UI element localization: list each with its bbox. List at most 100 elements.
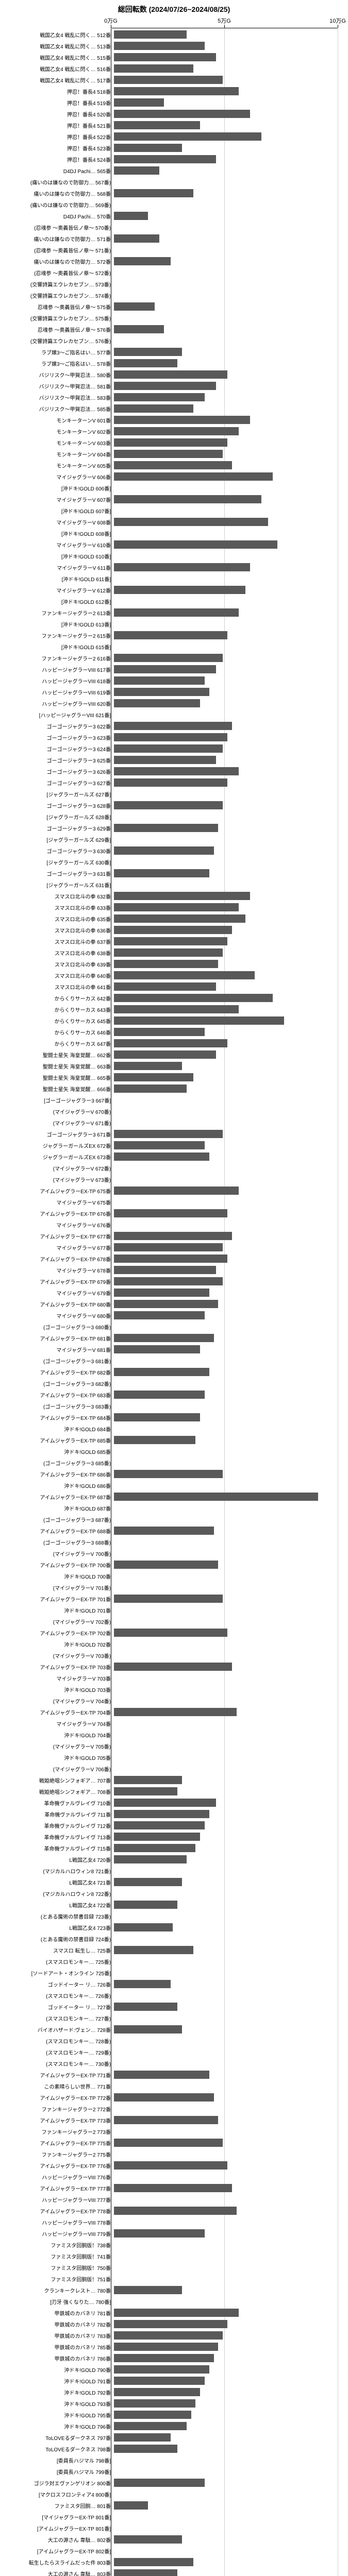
row-label: アイムジャグラーEX-TP 678番 <box>0 1255 114 1263</box>
row-label: アイムジャグラーEX-TP 704番 <box>0 1708 114 1716</box>
bar-area <box>114 1230 341 1242</box>
row-label: ファンキージャグラー2 772番 <box>0 2105 114 2113</box>
row-label: 戦姫絶唱シンフォギア… 707番 <box>0 1776 114 1784</box>
data-row: (ゴーゴージャグラー3 687番) <box>0 1514 348 1525</box>
data-row: 沖ドキ!GOLD 796番 <box>0 2420 348 2432</box>
data-row: (忍魂参 ～奥義皆伝ノ章～ 571番) <box>0 244 348 256</box>
data-row: (ゴーゴージャグラー3 680番) <box>0 1321 348 1332</box>
row-label: 大工の源さん 韋駄… 803番 <box>0 2570 114 2576</box>
data-row: (マイジャグラーV 701番) <box>0 1582 348 1593</box>
bar-area <box>114 324 341 335</box>
bar-area <box>114 2012 341 2024</box>
row-label: 戦姫絶唱シンフォギア… 708番 <box>0 1788 114 1795</box>
data-row: マイジャグラーV 611番 <box>0 562 348 573</box>
data-row: ゴッドイーター リ… 727番 <box>0 2001 348 2012</box>
data-row: (マイジャグラーV 671番) <box>0 1117 348 1128</box>
bar <box>114 1799 216 1807</box>
axis-tick-label: 0万G <box>104 16 118 25</box>
bar-area <box>114 2341 341 2352</box>
data-row: 沖ドキ!GOLD 684番 <box>0 1423 348 1434</box>
row-label: ハッピージャグラーVIII 779番 <box>0 2230 114 2238</box>
bar <box>114 234 159 243</box>
data-row: ファミスタ回胴版！741番 <box>0 2250 348 2262</box>
data-row: スマスロ北斗の拳 640番 <box>0 970 348 981</box>
row-label: (とある魔術の禁書目録 723番) <box>0 1912 114 1920</box>
data-row: アイムジャグラーEX-TP 676番 <box>0 1208 348 1219</box>
row-label: ファンキージャグラー2 613番 <box>0 609 114 617</box>
bar-area <box>114 2386 341 2398</box>
data-row: (ゴーゴージャグラー3 682番) <box>0 1378 348 1389</box>
row-label: ゴーゴージャグラー3 625番 <box>0 756 114 764</box>
bar-area <box>114 40 341 52</box>
bar-area <box>114 1763 341 1774</box>
data-row: 沖ドキ!GOLD 700番 <box>0 1570 348 1582</box>
data-row: 戦姫絶唱シンフォギア… 708番 <box>0 1786 348 1797</box>
bar-area <box>114 1083 341 1094</box>
bar-area <box>114 562 341 573</box>
row-label: スマスロ北斗の拳 636番 <box>0 926 114 934</box>
row-label: アイムジャグラーEX-TP 683番 <box>0 1391 114 1399</box>
bar-area <box>114 1060 341 1072</box>
row-label: (マイジャグラーV 706番) <box>0 1765 114 1773</box>
data-row: [沖ドキ!GOLD 611番] <box>0 573 348 584</box>
bar <box>114 2377 205 2385</box>
bar-area <box>114 210 341 222</box>
row-label: 革命機ヴァルヴレイヴ 710番 <box>0 1799 114 1807</box>
data-row: [ジャグラーガールズ 627番] <box>0 788 348 800</box>
bar <box>114 1334 214 1342</box>
row-label: スマスロ北斗の拳 641番 <box>0 983 114 991</box>
bar-area <box>114 505 341 516</box>
bar <box>114 1311 205 1319</box>
row-label: [沖ドキ!GOLD 612番] <box>0 598 114 605</box>
bar-area <box>114 1151 341 1162</box>
row-label: [沖ドキ!GOLD 608番] <box>0 530 114 537</box>
row-label: (とある魔術の禁書目録 724番) <box>0 1935 114 1943</box>
row-label: (忍魂参 ～奥義皆伝ノ章～ 572番) <box>0 269 114 277</box>
bar <box>114 2535 182 2544</box>
bar-area <box>114 460 341 471</box>
row-label: ゴーゴージャグラー3 624番 <box>0 745 114 753</box>
bar-area <box>114 2466 341 2477</box>
data-row: D4DJ Pachi… 570番 <box>0 210 348 222</box>
bar-area <box>114 1298 341 1310</box>
data-row: ハッピージャグラーVIII 779番 <box>0 2228 348 2239</box>
bar <box>114 416 250 424</box>
bar <box>114 2343 218 2351</box>
row-label: (忍魂参 ～奥義皆伝ノ章～ 571番) <box>0 246 114 254</box>
bar-area <box>114 698 341 709</box>
row-label: 痛いのは嫌なので防御力… 568番 <box>0 190 114 197</box>
bar <box>114 1787 177 1795</box>
bar-area <box>114 2330 341 2341</box>
data-row: マイジャグラーV 612番 <box>0 584 348 596</box>
bar-area <box>114 573 341 584</box>
bar <box>114 654 223 662</box>
data-row: スマスロ北斗の拳 635番 <box>0 913 348 924</box>
bar-area <box>114 868 341 879</box>
bar-area <box>114 2500 341 2511</box>
data-row: アイムジャグラーEX-TP 688番 <box>0 1525 348 1536</box>
bar <box>114 302 155 311</box>
bar-area <box>114 1049 341 1060</box>
data-row: 押忍！番長4 521番 <box>0 120 348 131</box>
bar <box>114 1844 195 1852</box>
data-row: アイムジャグラーEX-TP 777番 <box>0 2182 348 2194</box>
bar <box>114 2558 193 2566</box>
bar-area <box>114 2058 341 2069</box>
data-row: 甲鉄城のカバネリ 785番 <box>0 2341 348 2352</box>
data-row: 沖ドキ!GOLD 705番 <box>0 1752 348 1763</box>
data-row: アイムジャグラーEX-TP 686番 <box>0 1468 348 1480</box>
row-label: マイジャグラーV 606番 <box>0 473 114 481</box>
row-label: スマスロ北斗の拳 638番 <box>0 949 114 957</box>
bar <box>114 1595 223 1603</box>
bar-area <box>114 335 341 346</box>
bar <box>114 427 239 435</box>
data-row: ハッピージャグラーVIII 619番 <box>0 686 348 698</box>
data-row: [沖ドキ!GOLD 607番] <box>0 505 348 516</box>
data-row: (マイジャグラーV 703番) <box>0 1650 348 1661</box>
data-row: L戦国乙女4 721番 <box>0 1876 348 1888</box>
row-label: 忍魂参 ～奥義皆伝ノ章～ 575番 <box>0 303 114 311</box>
data-row: 沖ドキ!GOLD 790番 <box>0 2364 348 2375</box>
row-label: 沖ドキ!GOLD 702番 <box>0 1640 114 1648</box>
bar-area <box>114 1253 341 1264</box>
bar <box>114 98 164 107</box>
